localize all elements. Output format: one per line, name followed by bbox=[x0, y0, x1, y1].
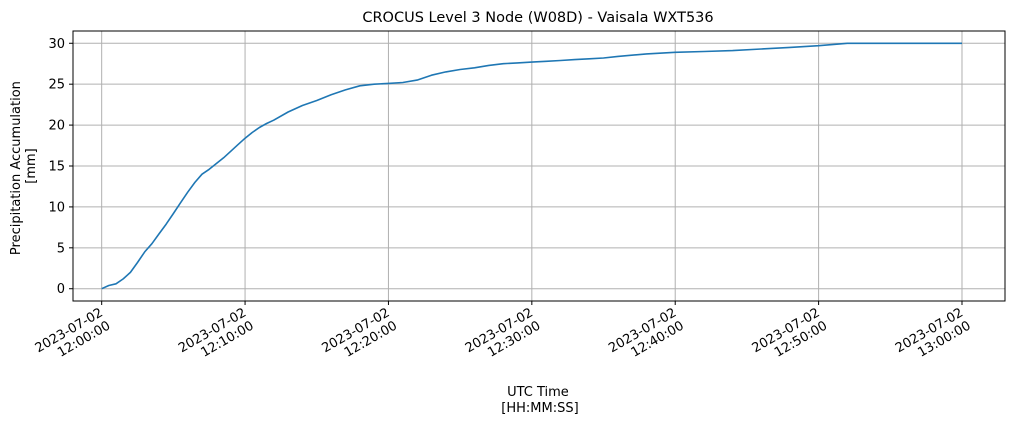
series-line bbox=[101, 42, 962, 290]
chart-title: CROCUS Level 3 Node (W08D) - Vaisala WXT… bbox=[362, 10, 713, 26]
y-tick-label: 0 bbox=[57, 282, 65, 297]
y-tick-label: 10 bbox=[48, 200, 65, 215]
x-axis-label: UTC Time [HH:MM:SS] bbox=[501, 385, 578, 416]
y-axis: 0 5 10 15 20 25 30 bbox=[48, 37, 73, 297]
y-axis-label-line1: Precipitation Accumulation bbox=[9, 81, 24, 255]
y-tick-label: 20 bbox=[48, 119, 65, 134]
y-axis-label-line2: [mm] bbox=[24, 148, 39, 183]
y-tick-label: 5 bbox=[57, 241, 65, 256]
plot-area bbox=[101, 42, 962, 290]
y-tick-label: 15 bbox=[48, 160, 65, 175]
x-axis-label-line2: [HH:MM:SS] bbox=[501, 401, 578, 416]
y-tick-label: 30 bbox=[48, 37, 65, 52]
x-axis-label-line1: UTC Time bbox=[507, 385, 569, 400]
grid bbox=[73, 31, 1005, 301]
y-axis-label: Precipitation Accumulation [mm] bbox=[9, 77, 39, 255]
y-tick-label: 25 bbox=[48, 78, 65, 93]
